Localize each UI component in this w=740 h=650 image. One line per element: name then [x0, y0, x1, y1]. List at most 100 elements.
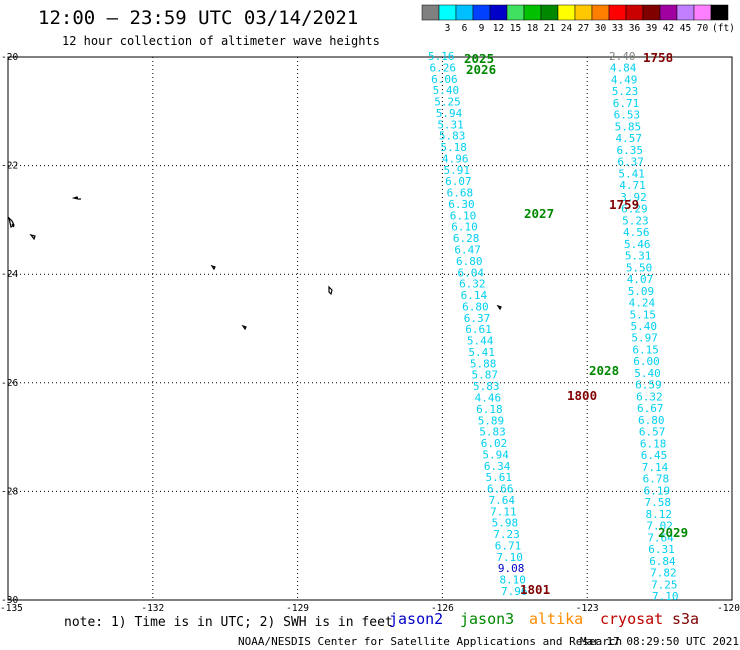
wave-height-value: 4.56 — [623, 226, 650, 239]
wave-height-value: 6.31 — [648, 543, 675, 556]
wave-height-value: 5.09 — [628, 285, 655, 298]
wave-height-value: 7.58 — [645, 496, 672, 509]
color-scale-label: 9 — [479, 23, 485, 34]
wave-height-value: 6.19 — [644, 484, 671, 497]
wave-height-value: 5.87 — [471, 369, 498, 382]
color-scale-swatch — [642, 4, 661, 21]
wave-height-value: 6.00 — [633, 355, 660, 368]
wave-height-value: 5.15 — [630, 308, 657, 321]
islands — [7, 196, 502, 331]
latitude-label: -20 — [1, 52, 18, 63]
wave-height-value: 6.66 — [487, 483, 513, 496]
legend-jason3: jason3 — [460, 610, 514, 628]
wave-height-value: 6.80 — [638, 414, 665, 427]
wave-height-value: 6.26 — [430, 61, 457, 74]
wave-height-value: 6.18 — [640, 437, 667, 450]
island-7 — [496, 304, 502, 311]
wave-height-value: 5.40 — [433, 84, 460, 97]
color-scale-label: 39 — [646, 23, 658, 34]
color-scale-swatch — [472, 4, 491, 21]
color-scale-swatch — [574, 4, 593, 21]
color-scale-swatch — [540, 4, 559, 21]
wave-height-value: 7.14 — [642, 461, 669, 474]
wave-height-value: 4.46 — [475, 391, 502, 404]
wave-height-value: 4.84 — [610, 62, 637, 75]
map-subtitle: 12 hour collection of altimeter wave hei… — [62, 34, 380, 48]
color-scale-label: 3 — [445, 23, 451, 34]
color-scale-unit: (ft) — [712, 23, 735, 34]
wave-height-value: 6.45 — [641, 449, 668, 462]
latitude-label: -26 — [1, 378, 18, 389]
map-frame — [7, 56, 733, 601]
island-2 — [7, 216, 15, 228]
pass-label-2027: 2027 — [524, 206, 554, 221]
wave-height-value: 5.31 — [437, 118, 464, 131]
legend-altika: altika — [529, 610, 583, 628]
wave-height-value: 7.25 — [651, 578, 678, 591]
wave-height-value: 7.96 — [501, 585, 528, 598]
wave-height-value: 9.08 — [498, 562, 525, 575]
wave-height-value: 6.47 — [454, 244, 481, 257]
island-1 — [71, 196, 81, 200]
wave-height-value: 6.37 — [617, 156, 644, 169]
wave-height-value: 4.07 — [627, 273, 654, 286]
color-scale-label: 12 — [493, 23, 504, 34]
footer-credit: NOAA/NESDIS Center for Satellite Applica… — [238, 635, 622, 648]
legend-jason2: jason2 — [389, 610, 443, 628]
wave-height-value: 6.67 — [637, 402, 664, 415]
wave-height-value: 5.23 — [622, 214, 649, 227]
wave-height-value: 3.92 — [620, 191, 647, 204]
wave-height-value: 6.29 — [621, 203, 648, 216]
color-scale-swatch — [506, 4, 525, 21]
legend-s3a: s3a — [672, 610, 699, 628]
wave-height-value: 6.80 — [462, 300, 489, 313]
wave-height-value: 6.53 — [614, 109, 641, 122]
wave-height-value: 6.80 — [456, 255, 483, 268]
wave-height-value: 5.44 — [467, 335, 494, 348]
color-scale-label: 45 — [680, 23, 691, 34]
wave-height-value: 8.10 — [499, 574, 525, 587]
pass-label-2026: 2026 — [466, 62, 496, 77]
footer-timestamp: Mar 17 08:29:50 UTC 2021 — [580, 635, 739, 648]
wave-height-value: 5.83 — [479, 426, 506, 439]
longitude-label: -120 — [717, 603, 740, 614]
color-scale-swatch — [676, 4, 695, 21]
color-scale-label: 36 — [629, 23, 641, 34]
color-scale-label: 18 — [527, 23, 539, 34]
longitude-label: -135 — [0, 603, 23, 614]
wave-height-value: 5.31 — [625, 250, 652, 263]
color-scale-label: 30 — [595, 23, 607, 34]
wave-height-value: 6.14 — [461, 289, 488, 302]
latitude-label: -28 — [1, 486, 18, 497]
island-5 — [328, 285, 333, 296]
island-3 — [29, 234, 36, 241]
color-scale-swatch — [523, 4, 542, 21]
pass-label-2028: 2028 — [589, 363, 619, 378]
color-scale-swatch — [438, 4, 457, 21]
color-scale: 3 6 9 12 15 18 21 24 27 30 33 36 39 42 45 70 — [421, 4, 729, 34]
pass-label-1801: 1801 — [520, 582, 550, 597]
wave-height-value: 6.28 — [453, 232, 480, 245]
wave-height-value: 5.98 — [492, 517, 519, 530]
wave-height-value: 5.23 — [612, 85, 639, 98]
map-title: 12:00 — 23:59 UTC 03/14/2021 — [38, 7, 358, 29]
wave-height-value: 6.30 — [448, 198, 475, 211]
wave-height-value: 5.83 — [439, 130, 466, 143]
wave-height-value: 7.23 — [493, 528, 519, 541]
wave-height-value: 4.57 — [616, 132, 643, 145]
color-scale-label: 70 — [697, 23, 709, 34]
wave-height-value: 6.07 — [445, 175, 472, 188]
wave-height-value: 6.59 — [635, 379, 662, 392]
wave-height-value: 6.57 — [639, 426, 666, 439]
wave-height-value: 6.10 — [450, 209, 477, 222]
wave-height-value: 7.10 — [652, 590, 679, 603]
longitude-label: -129 — [286, 603, 309, 614]
color-scale-label: 33 — [612, 23, 623, 34]
satellite-legend: jason2 jason3 altika cryosat s3a — [389, 610, 699, 628]
wave-height-value: 7.64 — [647, 531, 674, 544]
wave-height-value: 6.06 — [431, 73, 458, 86]
island-4 — [210, 264, 216, 271]
color-scale-swatch — [659, 4, 678, 21]
color-scale-swatch — [557, 4, 576, 21]
